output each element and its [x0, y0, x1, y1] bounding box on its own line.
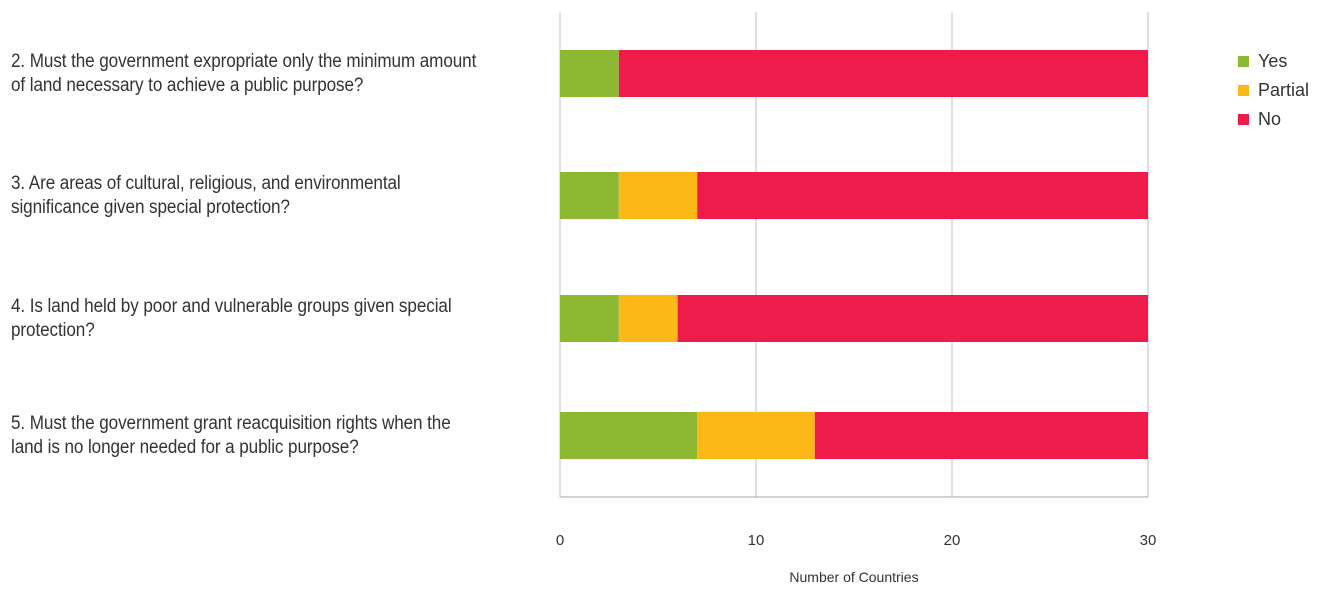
legend-item-no: No — [1238, 105, 1309, 134]
bar-segment-no — [677, 295, 1148, 342]
category-label: 2. Must the government expropriate only … — [11, 50, 477, 96]
x-axis-title: Number of Countries — [789, 569, 918, 585]
bar-segment-partial — [618, 295, 678, 342]
legend-label: Partial — [1258, 80, 1310, 100]
bar-segment-partial — [697, 412, 815, 459]
bar-segment-no — [814, 412, 1148, 459]
x-tick-labels: 0 10 20 30 — [556, 532, 1157, 549]
bar-segment-yes — [560, 412, 698, 459]
legend-swatch — [1238, 114, 1249, 125]
bars — [560, 50, 1148, 459]
legend-swatch — [1238, 85, 1249, 96]
bar-segment-yes — [560, 172, 619, 219]
x-tick-label: 30 — [1140, 532, 1157, 549]
bar-segment-partial — [618, 172, 698, 219]
bar-segment-yes — [560, 50, 619, 97]
category-label: 4. Is land held by poor and vulnerable g… — [11, 295, 452, 341]
bar-segment-yes — [560, 295, 619, 342]
bar-segment-no — [618, 50, 1148, 97]
legend-item-yes: Yes — [1238, 47, 1309, 76]
x-tick-label: 0 — [556, 532, 564, 549]
legend-item-partial: Partial — [1238, 76, 1309, 105]
legend-swatch — [1238, 56, 1249, 67]
legend: Yes Partial No — [1238, 47, 1309, 134]
category-label: 5. Must the government grant reacquisiti… — [11, 412, 451, 458]
bar-segment-no — [697, 172, 1148, 219]
legend-label: Yes — [1258, 51, 1288, 71]
category-label: 3. Are areas of cultural, religious, and… — [11, 172, 401, 218]
x-tick-label: 10 — [748, 532, 765, 549]
x-tick-label: 20 — [944, 532, 961, 549]
legend-label: No — [1258, 109, 1282, 129]
